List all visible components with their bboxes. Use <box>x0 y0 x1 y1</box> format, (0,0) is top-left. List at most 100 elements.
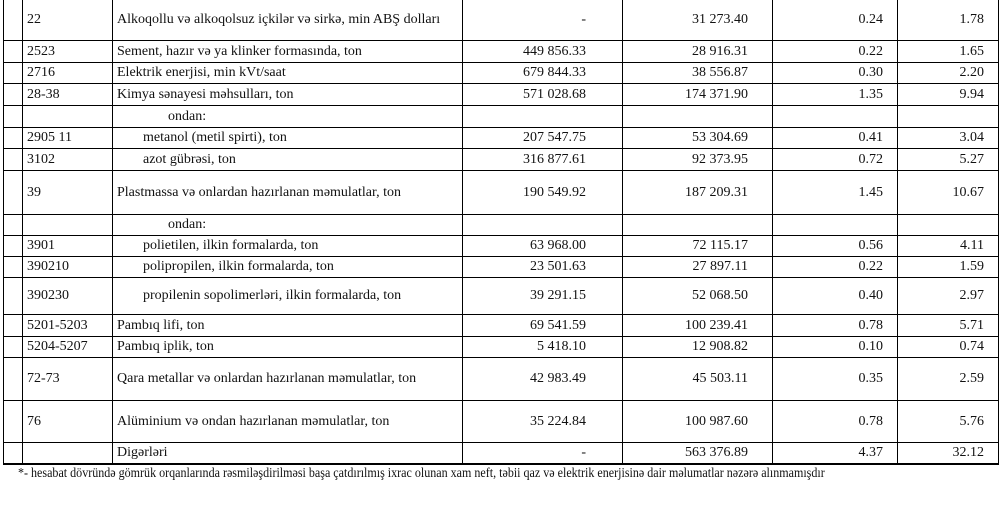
table-row: 28-38 Kimya sənayesi məhsulları, ton 571 0… <box>3 83 999 106</box>
share-total-cell: 5.76 <box>897 400 999 443</box>
code-cell: 390210 <box>22 256 113 278</box>
code-cell: 3901 <box>22 235 113 257</box>
share-total-cell: 2.59 <box>897 357 999 401</box>
description-cell: Digərləri <box>112 442 463 465</box>
share-total-cell <box>897 214 999 236</box>
quantity-cell <box>462 214 623 236</box>
table-row: Digərləri -563 376.89 4.37 32.12 <box>3 442 999 465</box>
share-cell: 0.24 <box>772 0 898 41</box>
footnote: *- hesabat dövründə gömrük orqanlarında … <box>18 466 825 481</box>
value-cell: 45 503.11 <box>622 357 773 401</box>
table-row: 22 Alkoqollu və alkoqolsuz içkilər və sir… <box>3 0 999 41</box>
code-cell: 2905 11 <box>22 127 113 149</box>
index-cell <box>3 170 23 215</box>
code-cell <box>22 214 113 236</box>
quantity-cell: 42 983.49 <box>462 357 623 401</box>
table-row: 2716 Elektrik enerjisi, min kVt/saat 679 8… <box>3 62 999 84</box>
value-cell: 563 376.89 <box>622 442 773 465</box>
description-cell: Elektrik enerjisi, min kVt/saat <box>112 62 463 84</box>
quantity-cell: 316 877.61 <box>462 148 623 171</box>
share-cell: 0.40 <box>772 277 898 315</box>
share-total-cell: 9.94 <box>897 83 999 106</box>
table-row: 39 Plastmassa və onlardan hazırlanan məmu… <box>3 170 999 215</box>
code-cell: 3102 <box>22 148 113 171</box>
description-cell: polietilen, ilkin formalarda, ton <box>112 235 463 257</box>
code-cell: 2523 <box>22 40 113 63</box>
code-cell: 39 <box>22 170 113 215</box>
value-cell: 38 556.87 <box>622 62 773 84</box>
description-cell: propilenin sopolimerləri, ilkin formalar… <box>112 277 463 315</box>
share-cell <box>772 214 898 236</box>
index-cell <box>3 357 23 401</box>
index-cell <box>3 83 23 106</box>
share-total-cell: 4.11 <box>897 235 999 257</box>
description-cell: azot gübrəsi, ton <box>112 148 463 171</box>
quantity-cell: 679 844.33 <box>462 62 623 84</box>
quantity-cell <box>462 105 623 128</box>
share-cell: 0.10 <box>772 336 898 358</box>
share-total-cell: 1.65 <box>897 40 999 63</box>
value-cell: 53 304.69 <box>622 127 773 149</box>
code-cell: 72-73 <box>22 357 113 401</box>
value-cell <box>622 214 773 236</box>
description-cell: Plastmassa və onlardan hazırlanan məmula… <box>112 170 463 215</box>
quantity-cell: - <box>462 442 623 465</box>
quantity-cell: 207 547.75 <box>462 127 623 149</box>
quantity-cell: - <box>462 0 623 41</box>
index-cell <box>3 62 23 84</box>
share-cell: 0.35 <box>772 357 898 401</box>
code-cell: 2716 <box>22 62 113 84</box>
share-total-cell: 2.97 <box>897 277 999 315</box>
table-row: 76 Alüminium və ondan hazırlanan məmulatl… <box>3 400 999 443</box>
table-row: 5204-5207 Pambıq iplik, ton 5 418.10 12 908… <box>3 336 999 358</box>
share-total-cell: 10.67 <box>897 170 999 215</box>
description-cell: ondan: <box>112 214 463 236</box>
value-cell: 52 068.50 <box>622 277 773 315</box>
share-cell: 0.22 <box>772 40 898 63</box>
value-cell: 28 916.31 <box>622 40 773 63</box>
share-total-cell: 1.78 <box>897 0 999 41</box>
index-cell <box>3 127 23 149</box>
table-row: ondan: <box>3 214 999 236</box>
quantity-cell: 35 224.84 <box>462 400 623 443</box>
table-row: 72-73 Qara metallar və onlardan hazırlana… <box>3 357 999 401</box>
table-row: 3102 azot gübrəsi, ton 316 877.61 92 373.95… <box>3 148 999 171</box>
index-cell <box>3 105 23 128</box>
value-cell: 187 209.31 <box>622 170 773 215</box>
value-cell <box>622 105 773 128</box>
index-cell <box>3 277 23 315</box>
share-cell: 0.56 <box>772 235 898 257</box>
quantity-cell: 190 549.92 <box>462 170 623 215</box>
export-table: 22 Alkoqollu və alkoqolsuz içkilər və sir… <box>3 0 999 465</box>
code-cell: 390230 <box>22 277 113 315</box>
description-cell: Kimya sənayesi məhsulları, ton <box>112 83 463 106</box>
table-row: 390230 propilenin sopolimerləri, ilkin fo… <box>3 277 999 315</box>
share-cell: 1.35 <box>772 83 898 106</box>
quantity-cell: 63 968.00 <box>462 235 623 257</box>
value-cell: 100 987.60 <box>622 400 773 443</box>
code-cell: 5204-5207 <box>22 336 113 358</box>
share-total-cell: 5.71 <box>897 314 999 337</box>
description-cell: polipropilen, ilkin formalarda, ton <box>112 256 463 278</box>
index-cell <box>3 314 23 337</box>
index-cell <box>3 40 23 63</box>
share-total-cell: 3.04 <box>897 127 999 149</box>
share-cell: 0.41 <box>772 127 898 149</box>
code-cell: 76 <box>22 400 113 443</box>
description-cell: Sement, hazır və ya klinker formasında, … <box>112 40 463 63</box>
quantity-cell: 449 856.33 <box>462 40 623 63</box>
value-cell: 72 115.17 <box>622 235 773 257</box>
share-total-cell: 1.59 <box>897 256 999 278</box>
quantity-cell: 69 541.59 <box>462 314 623 337</box>
table-row: 5201-5203 Pambıq lifi, ton 69 541.59 100 23… <box>3 314 999 337</box>
share-cell: 1.45 <box>772 170 898 215</box>
description-cell: metanol (metil spirti), ton <box>112 127 463 149</box>
quantity-cell: 571 028.68 <box>462 83 623 106</box>
code-cell: 5201-5203 <box>22 314 113 337</box>
table-row: ondan: <box>3 105 999 128</box>
quantity-cell: 23 501.63 <box>462 256 623 278</box>
table-row: 3901 polietilen, ilkin formalarda, ton 63 … <box>3 235 999 257</box>
description-cell: Pambıq lifi, ton <box>112 314 463 337</box>
index-cell <box>3 400 23 443</box>
code-cell <box>22 442 113 465</box>
